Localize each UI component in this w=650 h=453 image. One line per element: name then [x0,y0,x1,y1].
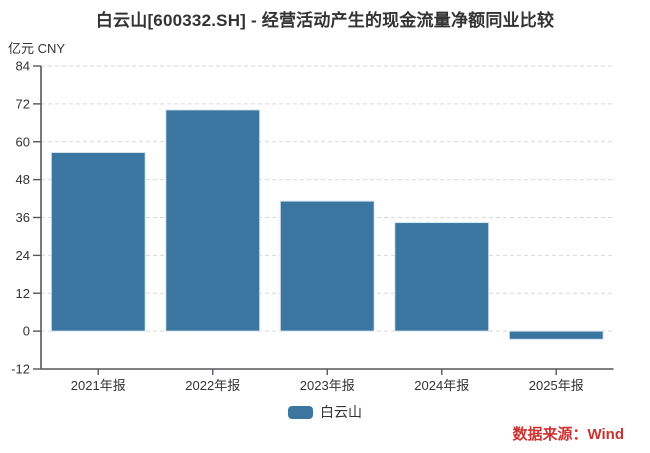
chart-title: 白云山[600332.SH] - 经营活动产生的现金流量净额同业比较 [95,11,555,30]
y-tick-label-60: 60 [16,134,30,149]
legend-label: 白云山 [320,404,362,420]
x-axis-label-2021年报: 2021年报 [71,378,126,393]
y-tick-label-0: 0 [23,324,30,339]
x-axis-label-2025年报: 2025年报 [529,378,584,393]
y-tick-label-48: 48 [16,172,30,187]
data-source-label: 数据来源：Wind [512,426,624,443]
y-tick-label-24: 24 [16,248,30,263]
bar-2021年报 [50,151,146,332]
y-tick-label-12: 12 [16,286,30,301]
y-tick-label-72: 72 [16,96,30,111]
legend-swatch-icon [288,405,313,419]
y-axis-unit-label: 亿元 CNY [8,41,66,56]
bar-2022年报 [165,109,261,332]
y-tick-label-36: 36 [16,210,30,225]
y-tick-label-84: 84 [16,59,30,74]
x-axis-label-2023年报: 2023年报 [300,378,355,393]
x-axis-label-2024年报: 2024年报 [414,378,469,393]
legend-item-baiyunshan[interactable]: 白云山 [0,402,650,422]
bar-2023年报 [279,200,375,332]
y-tick-label--12: -12 [11,362,30,377]
bar-2024年报 [394,222,490,332]
bar-2025年报 [508,330,604,340]
x-axis-label-2022年报: 2022年报 [185,378,240,393]
